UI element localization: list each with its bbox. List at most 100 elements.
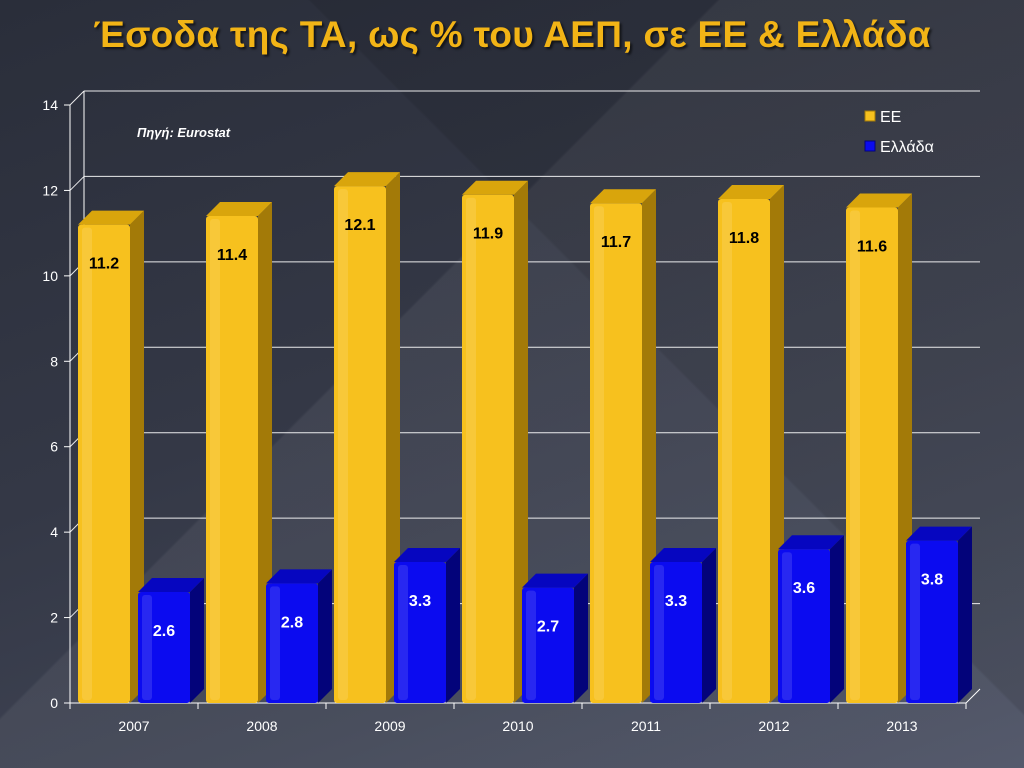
- bar-greece-2012: [778, 535, 844, 703]
- y-tick-label: 12: [42, 182, 58, 198]
- bar-side-face: [958, 526, 972, 703]
- legend: ΕΕ Ελλάδα: [864, 109, 934, 156]
- y-tick-label: 14: [42, 97, 58, 113]
- x-tick-label-2009: 2009: [374, 718, 405, 734]
- y-tick-label: 0: [50, 695, 58, 711]
- bar-front-face: [394, 562, 446, 703]
- y-tick-label: 10: [42, 268, 58, 284]
- bar-front-face: [718, 198, 770, 703]
- bar-front-face: [906, 540, 958, 703]
- bar-highlight: [398, 565, 408, 700]
- bar-side-face: [830, 535, 844, 703]
- data-label-greece-2009: 3.3: [409, 593, 431, 610]
- bar-side-face: [318, 569, 332, 703]
- bar-side-face: [130, 210, 144, 703]
- bar-top-face: [78, 210, 144, 225]
- legend-label-ee: ΕΕ: [880, 109, 901, 126]
- data-label-greece-2011: 3.3: [665, 593, 687, 610]
- legend-label-greece: Ελλάδα: [880, 139, 934, 156]
- bar-greece-2007: [138, 577, 204, 703]
- source-note: Πηγή: Eurostat: [137, 125, 231, 140]
- bar-front-face: [650, 562, 702, 703]
- bar-top-face: [650, 548, 716, 563]
- bar-greece-2011: [650, 548, 716, 703]
- bar-top-face: [334, 172, 400, 187]
- data-label-ee-2010: 11.9: [473, 226, 503, 243]
- bar-ee-2011: [590, 189, 656, 703]
- bar-top-face: [206, 202, 272, 217]
- bar-highlight: [466, 197, 476, 700]
- y-tick-label: 6: [50, 439, 58, 455]
- bar-front-face: [462, 194, 514, 703]
- bar-highlight: [910, 543, 920, 700]
- x-tick-label-2010: 2010: [502, 718, 533, 734]
- bar-side-face: [574, 573, 588, 703]
- bar-top-face: [394, 548, 460, 563]
- y-tick-label: 8: [50, 353, 58, 369]
- bar-highlight: [526, 590, 536, 700]
- bar-ee-2010: [462, 180, 528, 703]
- bar-front-face: [778, 549, 830, 703]
- legend-swatch-ee: [864, 110, 876, 122]
- data-label-ee-2008: 11.4: [217, 247, 247, 264]
- bar-highlight: [594, 206, 604, 700]
- data-label-greece-2010: 2.7: [537, 619, 559, 636]
- bar-side-face: [446, 548, 460, 703]
- bar-highlight: [338, 189, 348, 700]
- bar-top-face: [778, 535, 844, 550]
- x-tick-label-2011: 2011: [631, 718, 661, 734]
- bar-top-face: [522, 573, 588, 588]
- data-label-greece-2007: 2.6: [153, 623, 175, 640]
- data-label-greece-2012: 3.6: [793, 580, 815, 597]
- bar-greece-2013: [906, 526, 972, 703]
- bar-highlight: [270, 586, 280, 700]
- gridline-depth: [69, 90, 85, 106]
- data-label-greece-2008: 2.8: [281, 614, 303, 631]
- y-tick-label: 4: [50, 524, 58, 540]
- bar-ee-2008: [206, 202, 272, 704]
- bar-side-face: [514, 180, 528, 703]
- data-label-ee-2011: 11.7: [601, 234, 631, 251]
- bar-front-face: [266, 583, 318, 703]
- bar-highlight: [210, 219, 220, 701]
- data-label-greece-2013: 3.8: [921, 572, 943, 589]
- bar-greece-2008: [266, 569, 332, 703]
- x-tick-label-2007: 2007: [118, 718, 149, 734]
- bar-ee-2009: [334, 172, 400, 703]
- bar-highlight: [782, 552, 792, 700]
- bar-top-face: [846, 193, 912, 208]
- bar-ee-2013: [846, 193, 912, 703]
- y-tick-label: 2: [50, 610, 58, 626]
- data-labels: 11.2 2.6 11.4 2.8 12.1 3.3 11.9 2.7 11.7 3.3 11.8 3…: [89, 217, 943, 640]
- bar-top-face: [906, 526, 972, 541]
- bar-highlight: [142, 594, 152, 700]
- bar-highlight: [82, 227, 92, 700]
- bar-front-face: [206, 216, 258, 704]
- bar-top-face: [138, 577, 204, 592]
- bar-top-face: [590, 189, 656, 204]
- bar-highlight: [850, 210, 860, 700]
- gridline-depth: [69, 176, 85, 191]
- floor-edge: [965, 688, 981, 704]
- x-tick-label-2013: 2013: [886, 718, 917, 734]
- bar-top-face: [718, 184, 784, 199]
- bar-front-face: [138, 591, 190, 703]
- data-label-ee-2012: 11.8: [729, 230, 759, 247]
- bars: [78, 172, 972, 704]
- bar-front-face: [522, 587, 574, 703]
- bar-front-face: [846, 207, 898, 703]
- x-tick-label-2008: 2008: [246, 718, 277, 734]
- slide-title: Έσοδα της ΤΑ, ως % του ΑΕΠ, σε ΕΕ & Ελλά…: [93, 14, 931, 55]
- bar-front-face: [78, 224, 130, 703]
- bar-highlight: [654, 565, 664, 700]
- bar-greece-2009: [394, 548, 460, 703]
- data-label-ee-2009: 12.1: [344, 217, 375, 234]
- bar-front-face: [334, 186, 386, 703]
- bar-side-face: [258, 202, 272, 704]
- bar-front-face: [590, 203, 642, 703]
- x-tick-label-2012: 2012: [758, 718, 789, 734]
- bar-top-face: [266, 569, 332, 584]
- bar-ee-2007: [78, 210, 144, 703]
- data-label-ee-2013: 11.6: [857, 239, 887, 256]
